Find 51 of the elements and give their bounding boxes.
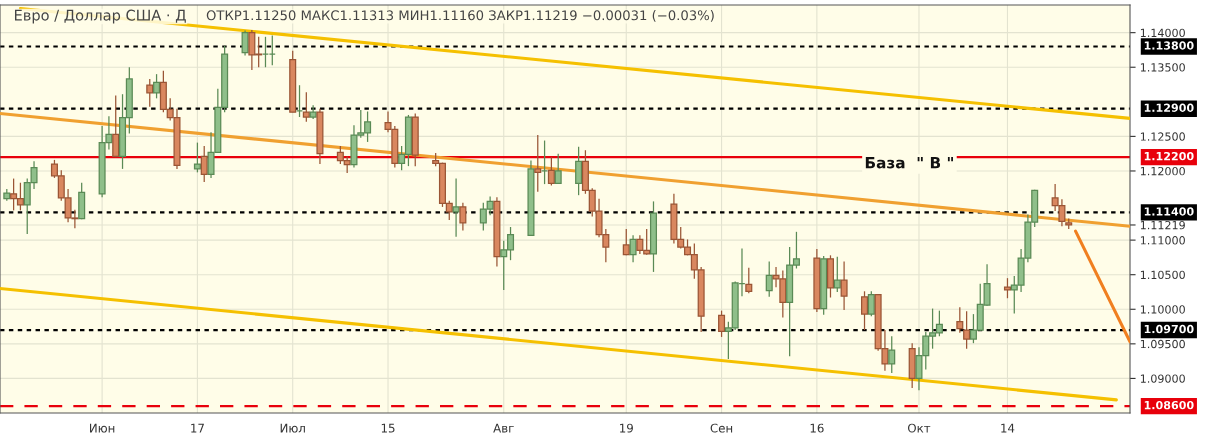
x-tick-label: Авг bbox=[493, 423, 514, 433]
y-tick-label: 1.11219 bbox=[1140, 220, 1185, 230]
candlestick bbox=[622, 228, 630, 256]
candlestick bbox=[860, 290, 869, 331]
candlestick bbox=[459, 202, 467, 232]
candlestick bbox=[146, 78, 154, 108]
x-tick-label: 16 bbox=[810, 423, 824, 433]
y-tick-label: 1.12000 bbox=[1140, 166, 1185, 176]
x-tick-label: 19 bbox=[620, 423, 633, 433]
ref-line-label: 1.12900 bbox=[1144, 103, 1194, 112]
x-tick-label: Июн bbox=[90, 423, 115, 433]
x-tick-label: Сен bbox=[710, 423, 733, 433]
x-tick-label: 14 bbox=[1001, 423, 1015, 433]
ref-line-label: 1.13800 bbox=[1144, 41, 1194, 50]
candlestick bbox=[193, 141, 201, 173]
candlestick bbox=[718, 310, 726, 338]
y-tick-label: 1.10000 bbox=[1140, 305, 1185, 314]
candlestick bbox=[840, 260, 848, 311]
x-tick-label: Июл bbox=[280, 423, 305, 433]
candlestick bbox=[554, 153, 562, 185]
y-tick-label: 1.12500 bbox=[1140, 132, 1185, 141]
candlestick bbox=[833, 256, 841, 293]
y-tick-label: 1.14000 bbox=[1140, 28, 1185, 38]
candlestick bbox=[867, 290, 875, 317]
ref-line-label: 1.12200 bbox=[1144, 151, 1194, 161]
candlestick bbox=[888, 335, 896, 374]
candlestick bbox=[534, 134, 542, 193]
x-tick-label: Окт bbox=[907, 423, 931, 433]
candlestick bbox=[112, 94, 120, 158]
annotation: База " В " bbox=[865, 157, 953, 169]
ref-line-label: 1.09700 bbox=[1144, 324, 1194, 334]
y-tick-label: 1.09500 bbox=[1140, 339, 1185, 349]
ref-line-label: 1.11400 bbox=[1144, 207, 1194, 216]
candlestick bbox=[956, 306, 964, 334]
candlestick bbox=[765, 260, 773, 298]
x-tick-label: 17 bbox=[191, 423, 204, 433]
candlestick bbox=[547, 156, 555, 187]
chart-title: Евро / Доллар США · Д bbox=[14, 9, 186, 24]
y-tick-label: 1.11000 bbox=[1140, 236, 1185, 245]
candlestick bbox=[745, 267, 753, 294]
x-tick-label: 15 bbox=[381, 423, 395, 433]
candlestick bbox=[575, 146, 583, 196]
candlestick bbox=[153, 73, 161, 99]
candlestick bbox=[302, 91, 310, 123]
chart-subtitle: ОТКР1.11250 МАКС1.11313 МИН1.11160 ЗАКР1.11219 −0.00031 (−0.03%) bbox=[206, 10, 714, 22]
candlestick bbox=[1003, 277, 1011, 299]
y-tick-label: 1.09000 bbox=[1140, 374, 1185, 383]
y-tick-label: 1.10500 bbox=[1140, 270, 1185, 280]
ref-line-label: 1.08600 bbox=[1144, 400, 1194, 410]
y-tick-label: 1.13500 bbox=[1140, 63, 1185, 72]
candlestick bbox=[963, 310, 971, 350]
